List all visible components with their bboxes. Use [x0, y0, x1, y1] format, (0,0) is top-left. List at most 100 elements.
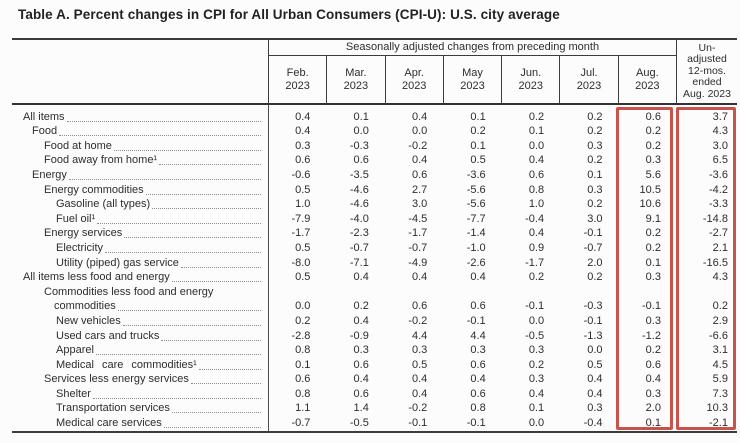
value-cell: 0.3 — [528, 373, 545, 386]
table-row: New vehicles 0.2 0.4 -0.2 -0.1 0.0 -0.1 0.3 2.9 — [12, 313, 737, 328]
value-cell: 0.0 — [411, 125, 428, 138]
dotted-leader — [97, 222, 261, 224]
row-label-text: Medical care commodities¹ — [56, 358, 197, 371]
unadjusted-column-header: Un-adjusted 12-mos. ended Aug. 2023 — [677, 40, 737, 103]
value-cell: 3.0 — [587, 212, 603, 225]
row-label: Services less energy services — [12, 373, 268, 386]
value-cell: 0.3 — [645, 387, 661, 400]
value-cell: 1.0 — [295, 198, 311, 211]
value-cell: 0.2 — [295, 314, 311, 327]
unadjusted-header-line: 12-mos. — [688, 64, 726, 77]
value-cell: 0.1 — [470, 139, 486, 152]
unadjusted-value-cell: 0.2 — [712, 300, 728, 313]
cpi-table: Seasonally adjusted changes from precedi… — [12, 38, 737, 433]
value-cell: 0.4 — [411, 387, 428, 400]
value-cell: -0.7 — [583, 241, 603, 254]
table-row: Electricity 0.5 -0.7 -0.7 -1.0 0.9 -0.7 0.2 2.1 — [12, 240, 737, 255]
seasonally-adjusted-spanner-header: Seasonally adjusted changes from precedi… — [268, 40, 677, 56]
value-cell: -1.7 — [408, 227, 428, 240]
row-label-text: Services less energy services — [44, 373, 189, 386]
value-cell: 1.0 — [528, 198, 545, 211]
table-row: Commodities less food and energy commodit… — [12, 284, 737, 313]
month-header-row: Feb. 2023 Mar. 2023 Apr. 2023 May 2023 Jun. 2023 J… — [268, 56, 677, 103]
value-cell: -4.5 — [408, 212, 428, 225]
year-label: 2023 — [401, 79, 427, 92]
value-cell: -0.1 — [583, 227, 603, 240]
value-cell: -7.9 — [291, 212, 311, 225]
row-label: Fuel oil¹ — [12, 213, 268, 226]
value-cell: -0.6 — [291, 168, 311, 181]
month-header-cell: May 2023 — [444, 56, 503, 103]
value-cell: -8.0 — [291, 256, 311, 269]
row-label-text: Electricity — [56, 241, 104, 254]
unadjusted-header-line: adjusted — [687, 53, 727, 66]
row-label: Used cars and trucks — [12, 330, 268, 343]
row-label-text: Shelter — [56, 387, 91, 400]
dotted-leader — [92, 397, 261, 399]
month-header-cell: Aug. 2023 — [619, 56, 677, 103]
year-label: 2023 — [343, 79, 369, 92]
value-cell: 10.5 — [639, 183, 661, 196]
value-cell: 0.6 — [353, 358, 369, 371]
unadjusted-value-cell: 2.9 — [712, 314, 728, 327]
header-divider-rule — [12, 103, 737, 105]
value-cell: -4.6 — [349, 183, 369, 196]
value-cell: 0.4 — [411, 373, 428, 386]
table-row: Utility (piped) gas service -8.0 -7.1 -4.9 -… — [12, 255, 737, 270]
value-cell: 0.6 — [470, 387, 486, 400]
value-cell: 0.5 — [295, 183, 311, 196]
value-cell: 0.6 — [528, 168, 545, 181]
value-cell: 5.6 — [645, 168, 661, 181]
month-header-cell: Feb. 2023 — [269, 56, 328, 103]
dotted-leader — [152, 208, 261, 210]
value-cell: 0.4 — [528, 154, 545, 167]
dotted-leader — [113, 149, 261, 151]
row-label-text: Food at home — [44, 139, 112, 152]
table-row: Medical care services -0.7 -0.5 -0.1 -0.1 0.0… — [12, 415, 737, 430]
stub-column-divider — [268, 105, 269, 431]
value-cell: 0.4 — [470, 271, 486, 284]
row-label-text: Food away from home¹ — [44, 154, 158, 167]
row-label-text: All items less food and energy — [23, 271, 170, 284]
table-row: Apparel 0.8 0.3 0.3 0.3 0.3 0.0 0.2 3.1 — [12, 343, 737, 358]
value-cell: 0.0 — [528, 417, 545, 430]
value-cell: -0.1 — [583, 314, 603, 327]
value-cell: 0.2 — [470, 125, 486, 138]
unadjusted-value-cell: -6.6 — [708, 329, 728, 342]
value-cell: 0.3 — [353, 344, 369, 357]
value-cell: 0.2 — [645, 227, 661, 240]
value-cell: 0.1 — [470, 110, 486, 123]
value-cell: 0.3 — [645, 271, 661, 284]
value-cell: 0.4 — [587, 373, 603, 386]
row-label: Energy — [12, 169, 268, 182]
value-cell: 0.9 — [528, 241, 545, 254]
value-cell: -1.7 — [291, 227, 311, 240]
value-cell: 0.8 — [470, 402, 486, 415]
dotted-leader — [95, 354, 261, 356]
value-cell: 0.3 — [645, 154, 661, 167]
unadjusted-value-cell: 5.9 — [712, 373, 728, 386]
value-cell: 0.6 — [295, 154, 311, 167]
value-cell: -0.2 — [408, 139, 428, 152]
value-cell: -0.1 — [466, 314, 486, 327]
value-cell: 0.4 — [528, 387, 545, 400]
value-cell: 0.5 — [411, 358, 428, 371]
year-label: 2023 — [635, 79, 660, 92]
unadjusted-value-cell: 3.1 — [712, 344, 728, 357]
value-cell: 1.1 — [295, 402, 311, 415]
value-cell: 0.0 — [587, 344, 603, 357]
value-cell: 0.2 — [645, 139, 661, 152]
value-cell: -0.5 — [525, 329, 545, 342]
value-cell: 0.4 — [411, 154, 428, 167]
dotted-leader — [122, 324, 261, 326]
row-label-text: Energy — [32, 168, 67, 181]
value-cell: -7.7 — [466, 212, 486, 225]
value-cell: -1.4 — [466, 227, 486, 240]
dotted-leader — [163, 427, 261, 429]
table-row: Used cars and trucks -2.8 -0.9 4.4 4.4 -0.5 -1… — [12, 328, 737, 343]
value-cell: -7.1 — [349, 256, 369, 269]
value-cell: 0.0 — [295, 300, 311, 313]
row-label-text: Used cars and trucks — [56, 329, 160, 342]
dotted-leader — [171, 281, 261, 283]
value-cell: -0.1 — [408, 417, 428, 430]
